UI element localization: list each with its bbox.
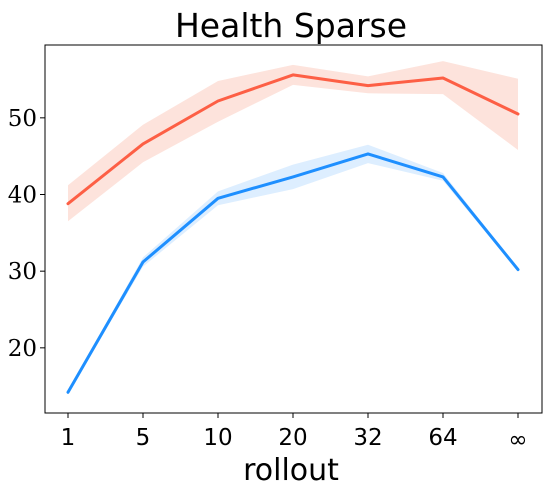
series-1-band bbox=[68, 61, 518, 222]
x-tick-label: 32 bbox=[353, 425, 382, 451]
x-tick-label: ∞ bbox=[508, 427, 527, 453]
y-tick-label: 30 bbox=[8, 259, 37, 285]
x-axis: 1 5 10 20 32 64 ∞ bbox=[61, 413, 528, 453]
x-tick-label: 1 bbox=[61, 425, 76, 451]
x-axis-label: rollout bbox=[243, 453, 339, 488]
x-tick-label: 20 bbox=[278, 425, 307, 451]
x-tick-label: 64 bbox=[428, 425, 457, 451]
x-tick-label: 10 bbox=[203, 425, 232, 451]
confidence-bands bbox=[68, 61, 518, 394]
series-2-band bbox=[68, 144, 518, 394]
x-tick-label: 5 bbox=[136, 425, 151, 451]
y-tick-label: 50 bbox=[8, 106, 37, 132]
series-1-line bbox=[66, 73, 520, 206]
series-2-line bbox=[66, 152, 520, 394]
y-tick-label: 20 bbox=[8, 336, 37, 362]
series-lines bbox=[66, 73, 520, 394]
y-axis: 20 30 40 50 bbox=[8, 106, 45, 362]
chart-title: Health Sparse bbox=[175, 6, 407, 45]
y-tick-label: 40 bbox=[8, 183, 37, 209]
